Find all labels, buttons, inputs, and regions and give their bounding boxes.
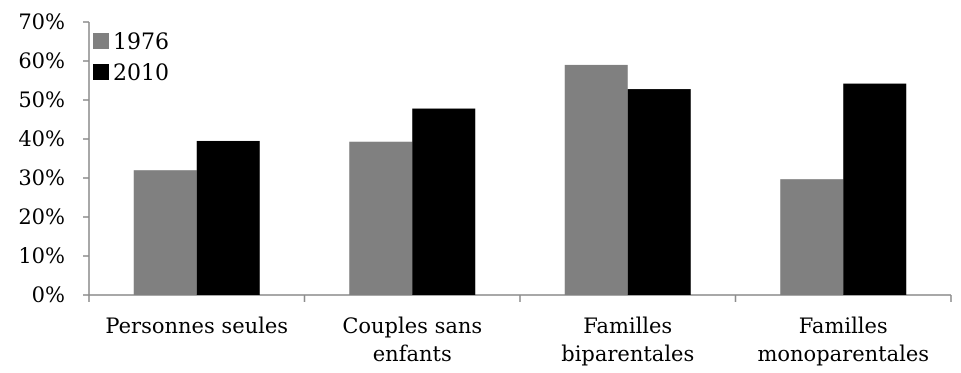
bar-2010-1	[412, 108, 476, 295]
y-tick-label: 50%	[18, 88, 65, 112]
y-tick-label: 70%	[18, 10, 65, 34]
y-tick-label: 20%	[18, 205, 65, 229]
legend-label-2010: 2010	[113, 61, 169, 86]
bar-2010-2	[627, 89, 691, 295]
x-category-label: Familles biparentales	[561, 314, 694, 366]
bars	[133, 64, 907, 296]
legend: 1976 2010	[93, 30, 169, 86]
x-category-label: Couples sans enfants	[342, 314, 482, 366]
y-tick-label: 30%	[18, 166, 65, 190]
y-tick-label: 60%	[18, 49, 65, 73]
y-tick-label: 0%	[32, 283, 65, 307]
bar-1976-0	[133, 170, 197, 295]
x-category-label: Familles monoparentales	[757, 314, 929, 366]
axes: 0% 10% 20% 30% 40% 50% 60% 70% Personnes seules C…	[18, 10, 952, 366]
y-tick-label: 10%	[18, 244, 65, 268]
x-category-label: Personnes seules	[105, 314, 288, 338]
bar-2010-3	[843, 83, 907, 296]
bar-1976-3	[780, 179, 844, 295]
bar-1976-1	[349, 141, 413, 295]
legend-swatch-2010	[93, 64, 109, 80]
legend-label-1976: 1976	[113, 30, 169, 55]
bar-2010-0	[196, 140, 260, 295]
y-tick-label: 40%	[18, 127, 65, 151]
legend-swatch-1976	[93, 33, 109, 49]
bar-1976-2	[564, 64, 628, 296]
